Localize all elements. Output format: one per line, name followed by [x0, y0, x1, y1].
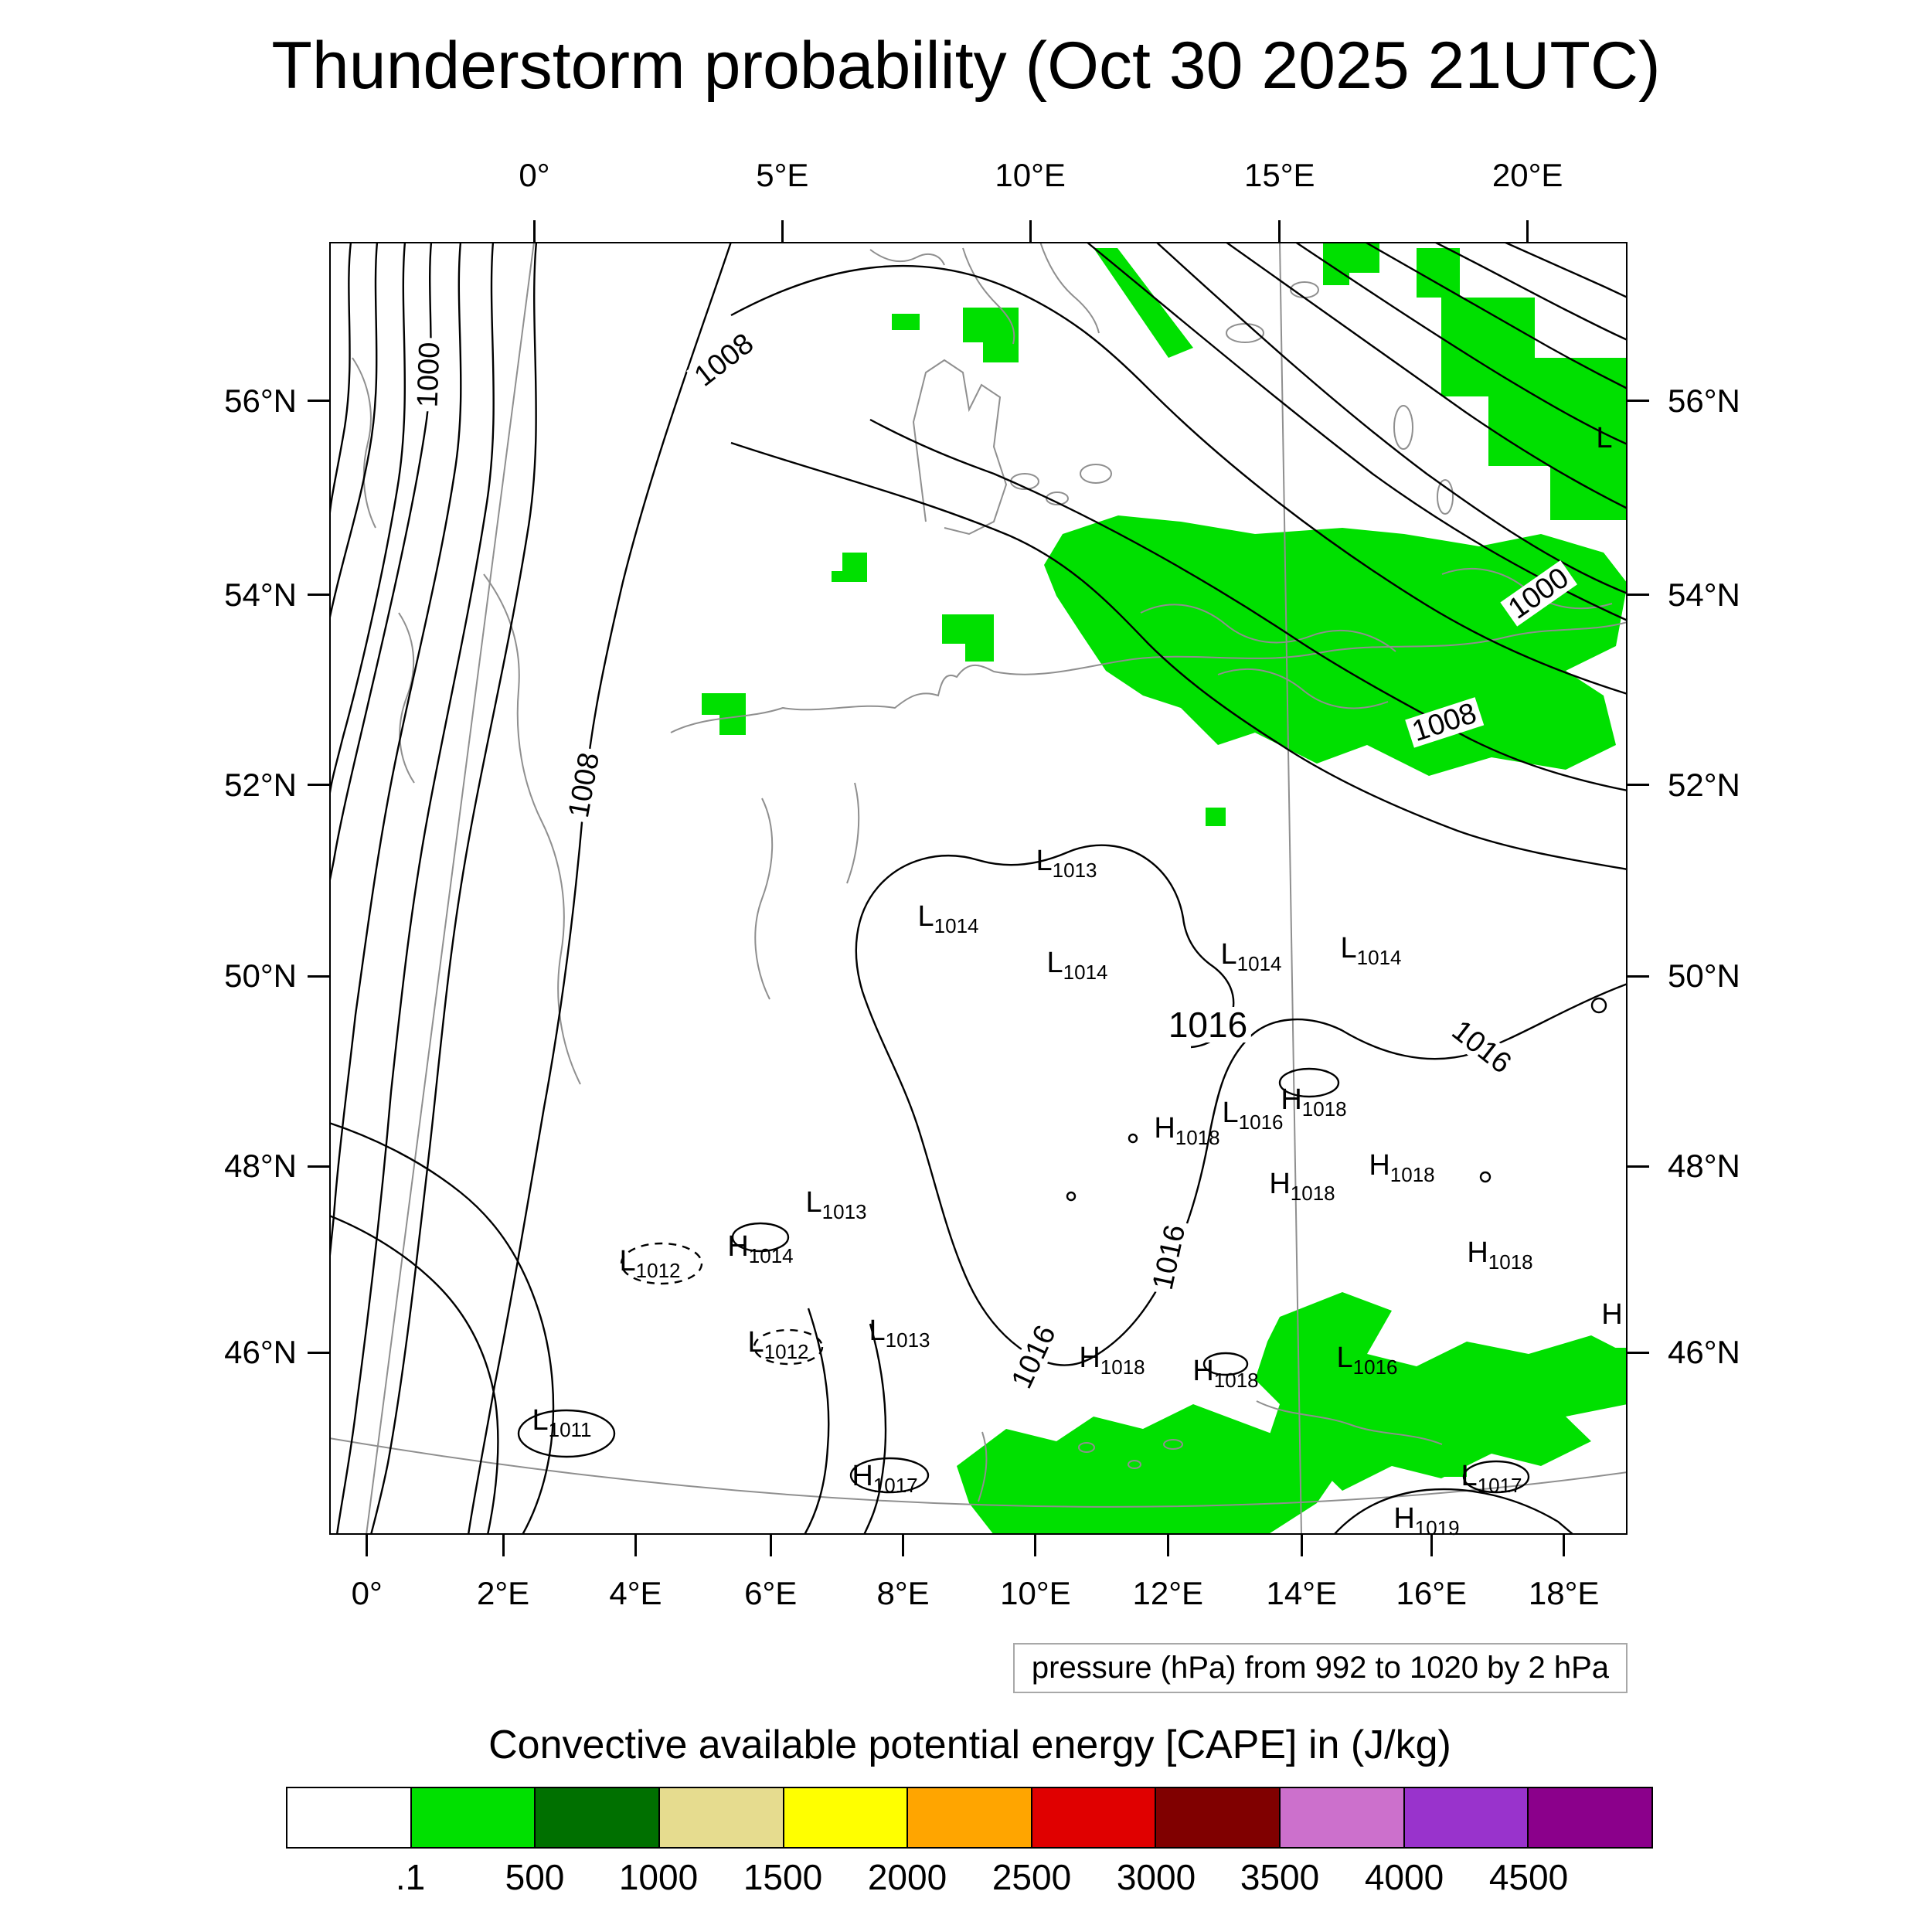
- axis-tick-label: 15°E: [1243, 157, 1315, 193]
- cape-swatch: [908, 1788, 1032, 1847]
- axis-tick-label: 0°: [351, 1575, 383, 1611]
- axis-tick-mark: [1628, 1165, 1649, 1168]
- axis-tick-label: 52°N: [224, 766, 297, 803]
- axis-tick-mark: [1166, 1535, 1169, 1556]
- cape-swatch: [1032, 1788, 1157, 1847]
- axis-tick-label: 0°: [519, 157, 550, 193]
- page-title: Thunderstorm probability (Oct 30 2025 21…: [271, 29, 1661, 103]
- colorbar-tick-label: 3000: [1116, 1857, 1196, 1897]
- axis-tick-mark: [1563, 1535, 1566, 1556]
- axis-tick-mark: [1278, 220, 1281, 242]
- colorbar-tick-label: 2000: [867, 1857, 947, 1897]
- axis-tick-mark: [1300, 1535, 1303, 1556]
- map-axes: 0° 5°E 10°E 15°E 20°E 0° 2°E 4°E 6°E 8°E 10°E 12°E 1…: [224, 157, 1740, 1611]
- axis-tick-label: 48°N: [224, 1148, 297, 1185]
- cape-swatch: [1156, 1788, 1281, 1847]
- axis-tick-label: 46°N: [1668, 1334, 1740, 1371]
- axis-tick-mark: [1628, 975, 1649, 978]
- axis-tick-mark: [1628, 400, 1649, 403]
- axis-tick-mark: [532, 220, 536, 242]
- axis-tick-mark: [502, 1535, 505, 1556]
- axis-tick-mark: [1430, 1535, 1433, 1556]
- axis-tick-label: 6°E: [744, 1575, 798, 1611]
- colorbar-tick-label: 3500: [1240, 1857, 1320, 1897]
- axis-tick-mark: [769, 1535, 772, 1556]
- colorbar-tick-label: 500: [505, 1857, 565, 1897]
- cape-swatch: [784, 1788, 909, 1847]
- cape-swatch: [659, 1788, 784, 1847]
- axis-tick-mark: [781, 220, 784, 242]
- coastline-layer: [329, 242, 1628, 1535]
- axis-tick-label: 12°E: [1132, 1575, 1204, 1611]
- cape-swatch: [1529, 1788, 1652, 1847]
- axis-tick-label: 16°E: [1396, 1575, 1468, 1611]
- colorbar-tick-label: .1: [395, 1857, 426, 1897]
- map-canvas: [329, 242, 1628, 1535]
- cape-swatch: [536, 1788, 660, 1847]
- cape-colorbar-labels: .1 500 1000 1500 2000 2500 3000 3500 400…: [286, 1856, 1653, 1910]
- axis-tick-label: 56°N: [224, 382, 297, 419]
- axis-tick-label: 54°N: [224, 576, 297, 613]
- colorbar-tick-label: 4500: [1488, 1857, 1569, 1897]
- colorbar-tick-label: 1000: [618, 1857, 699, 1897]
- axis-tick-label: 52°N: [1668, 766, 1740, 803]
- axis-tick-mark: [1034, 1535, 1037, 1556]
- axis-tick-mark: [1628, 594, 1649, 597]
- axis-tick-mark: [308, 784, 329, 787]
- colorbar-tick-label: 1500: [743, 1857, 823, 1897]
- axis-tick-mark: [634, 1535, 637, 1556]
- axis-tick-mark: [1628, 784, 1649, 787]
- axis-tick-label: 50°N: [1668, 957, 1740, 995]
- axis-tick-mark: [1029, 220, 1032, 242]
- map-frame: [329, 242, 1628, 1535]
- axis-tick-label: 10°E: [995, 157, 1066, 193]
- axis-tick-label: 4°E: [609, 1575, 662, 1611]
- isobar-layer: [329, 242, 1628, 1535]
- axis-tick-mark: [308, 400, 329, 403]
- axis-tick-label: 2°E: [477, 1575, 530, 1611]
- axis-tick-mark: [308, 1165, 329, 1168]
- axis-tick-mark: [902, 1535, 905, 1556]
- cape-swatch: [1281, 1788, 1405, 1847]
- axis-tick-label: 8°E: [876, 1575, 930, 1611]
- colorbar-tick-label: 4000: [1364, 1857, 1444, 1897]
- axis-tick-mark: [1628, 1351, 1649, 1354]
- pressure-caption: pressure (hPa) from 992 to 1020 by 2 hPa: [1012, 1643, 1628, 1693]
- axis-tick-label: 10°E: [1000, 1575, 1071, 1611]
- axis-tick-label: 20°E: [1492, 157, 1563, 193]
- legend-title: Convective available potential energy [C…: [488, 1723, 1451, 1767]
- axis-tick-mark: [308, 1351, 329, 1354]
- axis-tick-mark: [366, 1535, 369, 1556]
- axis-tick-label: 56°N: [1668, 382, 1740, 419]
- axis-tick-mark: [308, 975, 329, 978]
- axis-tick-label: 50°N: [224, 957, 297, 995]
- axis-tick-label: 48°N: [1668, 1148, 1740, 1185]
- cape-swatch: [411, 1788, 536, 1847]
- axis-tick-label: 54°N: [1668, 576, 1740, 613]
- axis-tick-label: 18°E: [1528, 1575, 1600, 1611]
- map: 0° 5°E 10°E 15°E 20°E 0° 2°E 4°E 6°E 8°E 10°E 12°E 1…: [224, 157, 1740, 1611]
- axis-tick-label: 14°E: [1266, 1575, 1338, 1611]
- axis-tick-mark: [308, 594, 329, 597]
- cape-swatch: [1404, 1788, 1529, 1847]
- colorbar-tick-label: 2500: [992, 1857, 1072, 1897]
- axis-tick-label: 5°E: [756, 157, 809, 193]
- axis-tick-mark: [1526, 220, 1529, 242]
- axis-tick-label: 46°N: [224, 1334, 297, 1371]
- cape-colorbar: [286, 1787, 1653, 1849]
- cape-swatch: [287, 1788, 412, 1847]
